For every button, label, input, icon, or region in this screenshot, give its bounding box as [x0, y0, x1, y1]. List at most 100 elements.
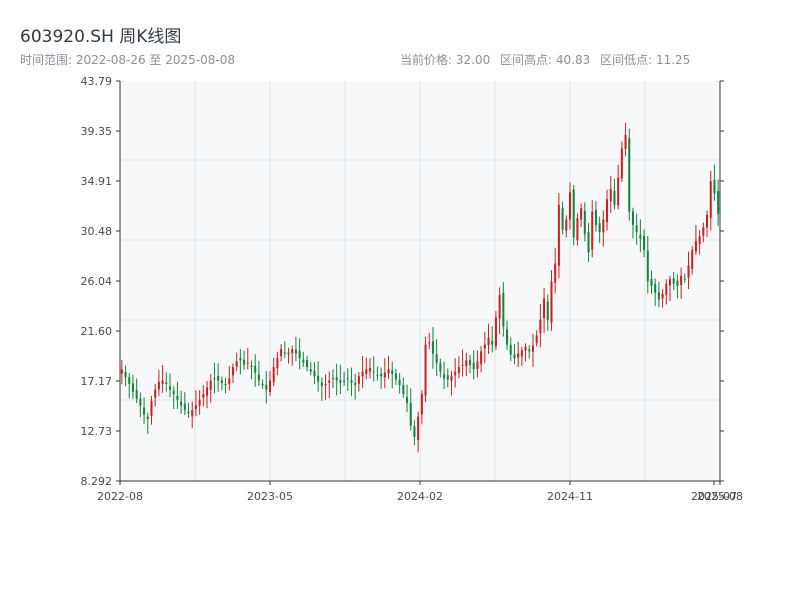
candle-body	[402, 385, 405, 395]
x-tick-label: 2025-08	[697, 490, 743, 503]
candle-body	[517, 353, 520, 358]
candle-body	[457, 367, 460, 374]
candle-body	[476, 361, 479, 370]
candle-body	[261, 383, 264, 386]
candle-body	[324, 384, 327, 386]
candle-body	[213, 378, 216, 380]
candle-body	[524, 346, 527, 351]
candle-body	[339, 380, 342, 383]
candle-body	[509, 344, 512, 355]
candle-body	[591, 211, 594, 250]
candle-body	[198, 399, 201, 406]
y-tick-label: 43.79	[81, 75, 113, 88]
candle-body	[176, 395, 179, 400]
candle-body	[420, 394, 423, 415]
candle-body	[631, 211, 634, 226]
candle-body	[365, 369, 368, 374]
candle-body	[135, 389, 138, 399]
candle-body	[657, 292, 660, 300]
candle-body	[624, 134, 627, 149]
candle-body	[557, 204, 560, 266]
candle-body	[157, 381, 160, 390]
candle-body	[228, 378, 231, 384]
candle-body	[320, 382, 323, 387]
candle-body	[665, 283, 668, 295]
x-tick-label: 2024-11	[547, 490, 593, 503]
candle-body	[506, 329, 509, 345]
candle-body	[224, 383, 227, 386]
candle-body	[513, 354, 516, 359]
candle-body	[580, 208, 583, 220]
candle-body	[698, 236, 701, 245]
candle-body	[683, 278, 686, 280]
candle-body	[635, 225, 638, 232]
y-tick-label: 30.48	[81, 225, 113, 238]
candle-body	[609, 189, 612, 202]
candle-body	[680, 275, 683, 286]
candle-body	[239, 358, 242, 361]
candle-body	[643, 235, 646, 250]
candle-body	[187, 411, 190, 414]
candle-body	[435, 354, 438, 363]
candle-body	[650, 278, 653, 286]
candle-body	[709, 181, 712, 219]
candle-body	[194, 405, 197, 409]
candle-body	[306, 360, 309, 368]
y-tick-label: 26.04	[81, 275, 113, 288]
candle-body	[180, 401, 183, 406]
candle-body	[528, 349, 531, 352]
x-tick-label: 2025-07	[691, 490, 737, 503]
candle-body	[243, 359, 246, 365]
candle-body	[472, 362, 475, 370]
candle-body	[661, 293, 664, 299]
range-low: 区间低点: 11.25	[600, 53, 691, 67]
candle-body	[687, 265, 690, 278]
candle-body	[394, 373, 397, 380]
candle-body	[561, 208, 564, 230]
y-tick-label: 12.73	[81, 425, 113, 438]
candle-body	[565, 219, 568, 231]
candle-body	[257, 374, 260, 381]
x-tick-label: 2022-08	[97, 490, 143, 503]
candle-body	[543, 298, 546, 319]
x-tick-label: 2023-05	[247, 490, 293, 503]
candle-body	[491, 340, 494, 345]
price-stats: 当前价格: 32.00 区间高点: 40.83 区间低点: 11.25	[400, 51, 696, 68]
candle-body	[494, 317, 497, 347]
candle-body	[139, 398, 142, 406]
candle-body	[368, 368, 372, 372]
candle-body	[343, 380, 346, 382]
candle-body	[576, 218, 579, 241]
candle-body	[539, 319, 542, 334]
candle-body	[654, 284, 657, 293]
candle-body	[302, 359, 305, 363]
candle-body	[535, 335, 538, 344]
candle-body	[291, 349, 294, 354]
candle-body	[154, 389, 157, 398]
candle-body	[331, 378, 334, 380]
candle-body	[431, 341, 434, 354]
candle-body	[131, 383, 134, 392]
candle-body	[280, 349, 283, 357]
candle-body	[165, 382, 168, 385]
candles	[120, 122, 720, 453]
candle-body	[128, 377, 131, 385]
candle-body	[706, 214, 709, 228]
chart-title: 603920.SH 周K线图	[20, 27, 182, 47]
y-axis-ticks: 8.292 12.73 17.17 21.60 26.04 30.48 34.91 39.35…	[81, 75, 724, 488]
candle-body	[465, 360, 468, 366]
candle-body	[713, 179, 716, 194]
candle-body	[191, 409, 194, 417]
candle-body	[350, 380, 353, 383]
y-tick-label: 17.17	[81, 375, 113, 388]
candle-body	[498, 294, 501, 319]
candle-body	[417, 416, 420, 441]
candle-body	[287, 352, 290, 355]
candle-body	[702, 227, 705, 236]
candle-body	[428, 342, 431, 344]
candle-body	[668, 279, 672, 286]
candle-body	[583, 210, 586, 235]
candle-body	[272, 367, 275, 383]
candle-body	[168, 386, 172, 390]
candle-body	[124, 371, 127, 378]
